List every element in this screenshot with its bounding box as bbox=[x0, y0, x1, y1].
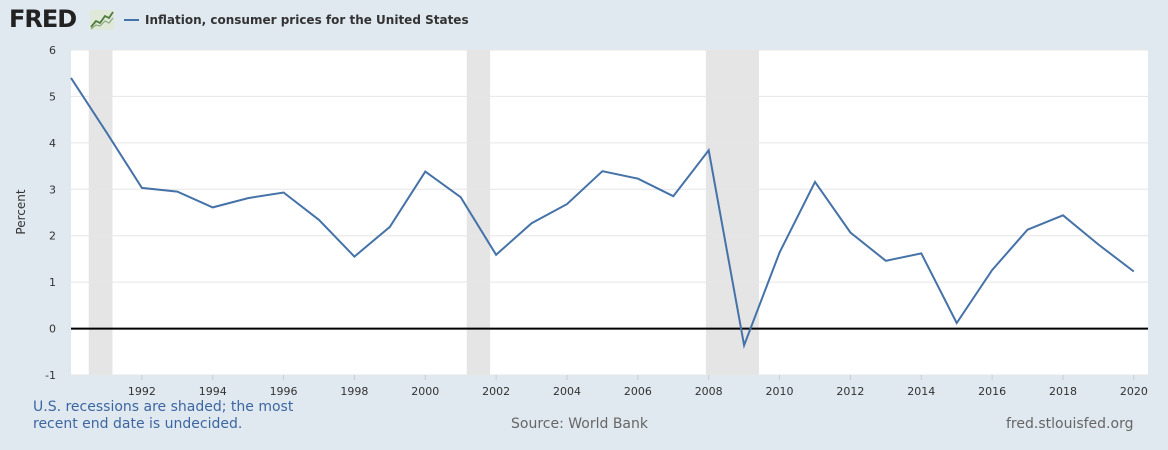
x-tick-label: 2016 bbox=[978, 385, 1006, 398]
source-label: Source: World Bank bbox=[511, 416, 648, 432]
chart-header: FRED Inflation, consumer prices for the … bbox=[0, 0, 1168, 42]
grid-lines bbox=[71, 49, 1148, 376]
y-tick-label: 5 bbox=[49, 90, 56, 103]
x-axis-ticks: 1992 1994 1996 1998 2000 2002 2004 2006 2008 2010… bbox=[128, 375, 1148, 398]
x-tick-label: 2010 bbox=[766, 385, 794, 398]
fred-logo[interactable]: FRED bbox=[9, 5, 77, 33]
x-tick-label: 1996 bbox=[270, 385, 298, 398]
series-line bbox=[70, 77, 1135, 350]
recession-shading bbox=[88, 50, 760, 375]
x-tick-label: 2014 bbox=[907, 385, 935, 398]
recession-note: U.S. recessions are shaded; the most rec… bbox=[33, 399, 294, 432]
x-tick-label: 2018 bbox=[1049, 385, 1077, 398]
y-tick-label: 3 bbox=[49, 183, 56, 196]
chart-legend: Inflation, consumer prices for the Unite… bbox=[124, 12, 469, 28]
recession-band bbox=[705, 50, 760, 375]
y-tick-label: -1 bbox=[45, 369, 56, 382]
x-tick-label: 2020 bbox=[1120, 385, 1148, 398]
plot-background bbox=[71, 50, 1148, 375]
y-tick-label: 2 bbox=[49, 230, 56, 243]
x-tick-label: 1998 bbox=[340, 385, 368, 398]
x-tick-label: 2000 bbox=[411, 385, 439, 398]
recession-band bbox=[88, 50, 113, 375]
y-tick-label: 4 bbox=[49, 137, 56, 150]
x-tick-label: 2002 bbox=[482, 385, 510, 398]
x-tick-label: 1992 bbox=[128, 385, 156, 398]
source-url-link[interactable]: fred.stlouisfed.org bbox=[1006, 416, 1134, 432]
y-axis-ticks: -1 0 1 2 3 4 5 6 bbox=[45, 44, 56, 382]
y-axis-label: Percent bbox=[14, 189, 28, 234]
x-tick-label: 2008 bbox=[695, 385, 723, 398]
x-tick-label: 2004 bbox=[553, 385, 581, 398]
x-tick-label: 2012 bbox=[836, 385, 864, 398]
y-tick-label: 6 bbox=[49, 44, 56, 57]
chart-line-icon bbox=[90, 10, 114, 30]
legend-label: Inflation, consumer prices for the Unite… bbox=[145, 13, 469, 27]
recession-band bbox=[466, 50, 491, 375]
x-tick-label: 2006 bbox=[624, 385, 652, 398]
x-tick-label: 1994 bbox=[199, 385, 227, 398]
y-tick-label: 0 bbox=[49, 323, 56, 336]
legend-swatch bbox=[124, 19, 139, 21]
y-tick-label: 1 bbox=[49, 276, 56, 289]
